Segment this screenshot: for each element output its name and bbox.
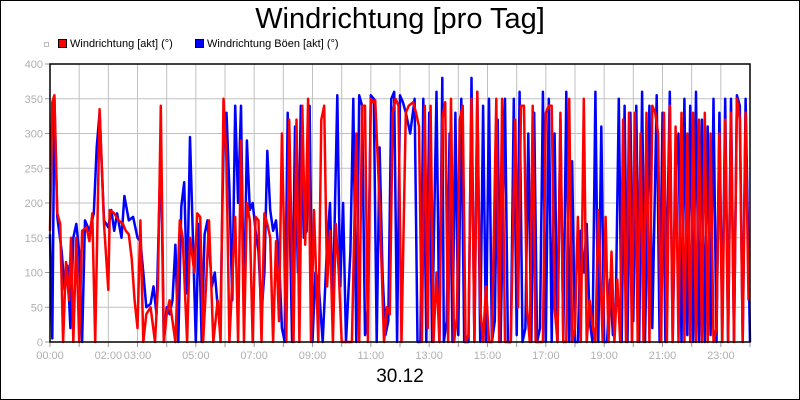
y-tick-label: 200	[25, 198, 43, 210]
y-tick-label: 250	[25, 163, 43, 175]
chart-title: Windrichtung [pro Tag]	[255, 3, 545, 35]
y-tick-label: 50	[31, 302, 43, 314]
legend-swatch-blue-icon	[195, 39, 204, 48]
x-tick-label: 21:00	[649, 350, 677, 362]
legend-swatch-red-icon	[58, 39, 67, 48]
axes: 0 50 100 150 200 250 300 350 400 00:00 02:00 03:00 0…	[25, 59, 751, 362]
x-tick-label: 17:00	[532, 350, 560, 362]
legend-item-windrichtung-boeen: Windrichtung Böen [akt] (°)	[195, 37, 339, 51]
x-tick-label: 13:00	[415, 350, 443, 362]
legend-item-windrichtung: Windrichtung [akt] (°)	[58, 37, 173, 51]
y-tick-label: 100	[25, 268, 43, 280]
y-tick-label: 400	[25, 59, 43, 71]
legend-marker-icon	[44, 42, 49, 47]
x-tick-label: 11:00	[357, 350, 384, 362]
x-tick-label: 19:00	[590, 350, 618, 362]
x-tick-label: 02:00	[95, 350, 123, 362]
y-tick-label: 350	[25, 94, 43, 106]
x-axis-date-label: 30.12	[376, 366, 424, 387]
x-tick-label: 15:00	[474, 350, 502, 362]
data-series	[48, 76, 752, 344]
y-tick-label: 300	[25, 129, 43, 141]
y-tick-label: 0	[37, 337, 43, 349]
plot-border	[49, 63, 751, 343]
x-tick-label: 23:00	[707, 350, 735, 362]
x-tick-label: 09:00	[299, 350, 327, 362]
y-tick-label: 150	[25, 233, 43, 245]
x-tick-label: 05:00	[182, 350, 210, 362]
x-tick-label: 00:00	[36, 350, 64, 362]
x-tick-label: 03:00	[124, 350, 152, 362]
x-tick-label: 07:00	[240, 350, 268, 362]
